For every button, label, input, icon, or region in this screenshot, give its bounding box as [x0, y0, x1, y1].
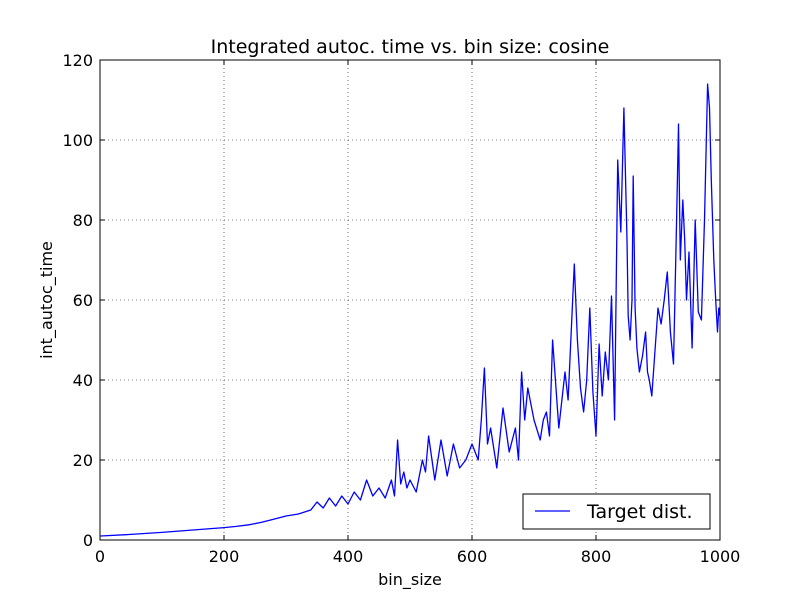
x-tick-label: 1000	[700, 547, 741, 566]
y-tick-label: 0	[83, 531, 93, 550]
y-tick-label: 120	[62, 51, 93, 70]
chart-title: Integrated autoc. time vs. bin size: cos…	[211, 36, 610, 58]
x-axis-label: bin_size	[378, 570, 442, 590]
x-tick-label: 800	[581, 547, 612, 566]
tick-marks	[99, 59, 721, 541]
y-axis-label: int_autoc_time	[37, 241, 57, 359]
x-tick-label: 400	[333, 547, 364, 566]
tick-labels: 0 200 400 600 800 1000 0 20 40 60 80 100 120	[62, 51, 740, 566]
y-tick-label: 80	[73, 211, 93, 230]
plot-frame	[99, 59, 721, 541]
x-tick-label: 200	[209, 547, 240, 566]
x-tick-label: 600	[457, 547, 488, 566]
legend: Target dist.	[522, 493, 711, 530]
series-line	[100, 83, 721, 537]
y-tick-label: 60	[73, 291, 93, 310]
legend-label: Target dist.	[586, 501, 693, 523]
y-tick-label: 20	[73, 451, 93, 470]
grid-lines	[99, 59, 721, 541]
y-tick-label: 100	[62, 131, 93, 150]
y-tick-label: 40	[73, 371, 93, 390]
x-tick-label: 0	[95, 547, 105, 566]
